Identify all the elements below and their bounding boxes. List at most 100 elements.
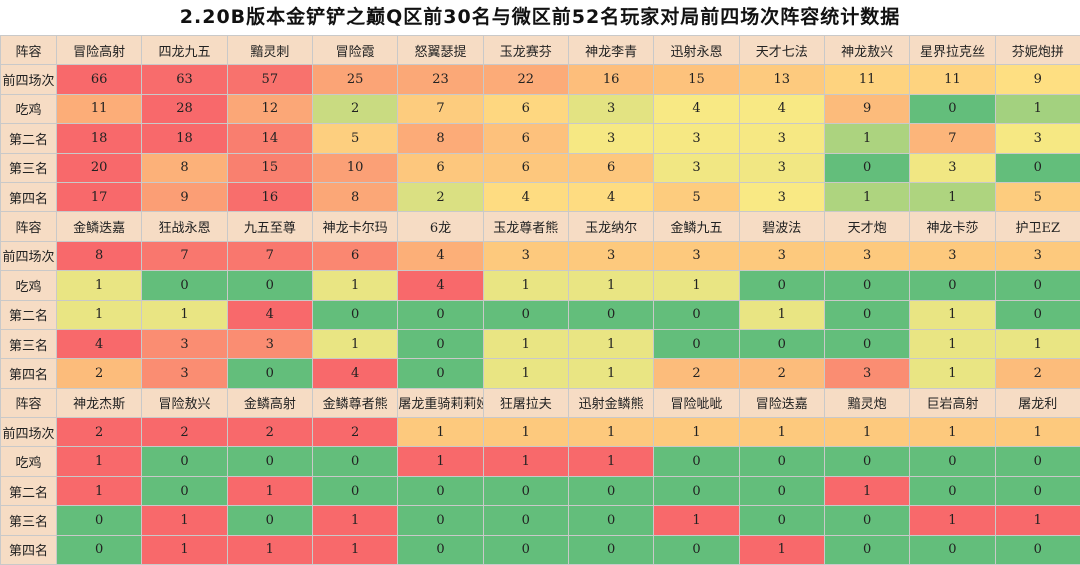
stat-cell: 6: [483, 153, 568, 182]
stat-cell: 1: [483, 329, 568, 358]
stat-cell: 3: [142, 359, 227, 388]
stat-cell: 0: [398, 535, 483, 564]
stat-cell: 3: [910, 241, 995, 270]
lineup-name: 冒险敖兴: [142, 388, 227, 417]
row-label: 吃鸡: [1, 447, 57, 476]
stat-cell: 6: [312, 241, 397, 270]
stat-cell: 4: [227, 300, 312, 329]
lineup-header-row: 阵容冒险高射四龙九五黯灵刺冒险霞怒翼瑟提玉龙赛芬神龙李青迅射永恩天才七法神龙敖兴…: [1, 36, 1080, 65]
stat-cell: 7: [227, 241, 312, 270]
stat-cell: 20: [57, 153, 142, 182]
stat-cell: 1: [654, 271, 739, 300]
lineup-name: 神龙卡尔玛: [312, 212, 397, 241]
stat-cell: 3: [739, 182, 824, 211]
stat-cell: 2: [142, 418, 227, 447]
lineup-name: 屠龙重骑莉莉娅: [398, 388, 483, 417]
stat-cell: 0: [654, 329, 739, 358]
stat-cell: 0: [910, 271, 995, 300]
stat-cell: 3: [739, 124, 824, 153]
stat-cell: 9: [824, 94, 909, 123]
stat-cell: 0: [483, 476, 568, 505]
stat-cell: 3: [654, 241, 739, 270]
row-label: 阵容: [1, 388, 57, 417]
stat-cell: 0: [824, 271, 909, 300]
stat-cell: 3: [910, 153, 995, 182]
stat-cell: 3: [654, 124, 739, 153]
stat-cell: 1: [910, 506, 995, 535]
stat-cell: 6: [398, 153, 483, 182]
stat-cell: 3: [995, 124, 1080, 153]
stat-cell: 0: [995, 476, 1080, 505]
stat-cell: 3: [824, 241, 909, 270]
stat-cell: 2: [312, 418, 397, 447]
row-label: 前四场次: [1, 418, 57, 447]
stat-cell: 1: [995, 506, 1080, 535]
row-label: 阵容: [1, 36, 57, 65]
lineup-name: 迅射永恩: [654, 36, 739, 65]
stat-cell: 3: [654, 153, 739, 182]
stat-cell: 0: [398, 476, 483, 505]
stat-cell: 1: [654, 418, 739, 447]
lineup-name: 怒翼瑟提: [398, 36, 483, 65]
stat-cell: 0: [142, 271, 227, 300]
stat-cell: 3: [739, 153, 824, 182]
stat-cell: 4: [312, 359, 397, 388]
stat-cell: 1: [910, 329, 995, 358]
stat-cell: 1: [142, 506, 227, 535]
lineup-name: 碧波法: [739, 212, 824, 241]
stat-cell: 4: [739, 94, 824, 123]
stat-cell: 11: [910, 65, 995, 94]
stat-cell: 7: [910, 124, 995, 153]
lineup-name: 黯灵炮: [824, 388, 909, 417]
stat-cell: 4: [568, 182, 653, 211]
stat-cell: 1: [568, 271, 653, 300]
row-label: 吃鸡: [1, 94, 57, 123]
row-label: 阵容: [1, 212, 57, 241]
stat-cell: 0: [910, 447, 995, 476]
stat-cell: 0: [398, 359, 483, 388]
stat-cell: 1: [483, 359, 568, 388]
stat-cell: 10: [312, 153, 397, 182]
stat-cell: 0: [398, 300, 483, 329]
stat-cell: 12: [227, 94, 312, 123]
stat-cell: 8: [57, 241, 142, 270]
stat-cell: 0: [910, 94, 995, 123]
stat-cell: 15: [227, 153, 312, 182]
stat-cell: 1: [824, 418, 909, 447]
lineup-name: 玉龙纳尔: [568, 212, 653, 241]
stat-cell: 1: [483, 447, 568, 476]
stat-cell: 1: [57, 476, 142, 505]
stat-cell: 0: [995, 271, 1080, 300]
stat-cell: 1: [824, 182, 909, 211]
stat-cell: 1: [739, 418, 824, 447]
stat-cell: 4: [654, 94, 739, 123]
lineup-name: 玉龙尊者熊: [483, 212, 568, 241]
stat-cell: 1: [312, 506, 397, 535]
stat-cell: 1: [142, 300, 227, 329]
stat-cell: 0: [739, 447, 824, 476]
lineup-name: 神龙杰斯: [57, 388, 142, 417]
stat-cell: 1: [910, 359, 995, 388]
lineup-name: 金鳞九五: [654, 212, 739, 241]
row-label: 第二名: [1, 300, 57, 329]
row-label: 第二名: [1, 124, 57, 153]
stat-cell: 0: [398, 329, 483, 358]
stat-cell: 0: [483, 506, 568, 535]
stat-cell: 22: [483, 65, 568, 94]
stat-cell: 1: [312, 535, 397, 564]
stat-cell: 0: [568, 506, 653, 535]
row-label: 第三名: [1, 329, 57, 358]
lineup-name: 巨岩高射: [910, 388, 995, 417]
lineup-name: 九五至尊: [227, 212, 312, 241]
stat-cell: 3: [739, 241, 824, 270]
table-title: 2.20B版本金铲铲之巅Q区前30名与微区前52名玩家对局前四场次阵容统计数据: [0, 0, 1080, 35]
stat-cell: 4: [398, 241, 483, 270]
stat-cell: 0: [824, 153, 909, 182]
stat-cell: 13: [739, 65, 824, 94]
stat-cell: 1: [654, 506, 739, 535]
